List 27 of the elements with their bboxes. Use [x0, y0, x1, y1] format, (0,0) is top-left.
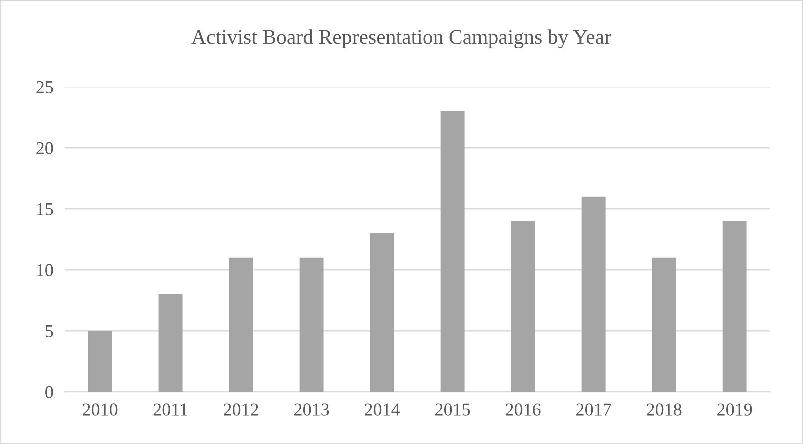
- x-tick-label: 2015: [436, 404, 470, 416]
- x-tick-label: 2016: [506, 404, 541, 416]
- bar: [300, 258, 324, 392]
- bar: [88, 331, 112, 392]
- y-tick-label: 10: [37, 264, 54, 276]
- x-tick-label: 2012: [224, 404, 258, 416]
- x-tick-label: 2019: [718, 404, 752, 416]
- x-tick-label: 2011: [154, 404, 188, 416]
- x-tick-label: 2013: [294, 404, 330, 416]
- y-tick-label: 0: [46, 386, 54, 398]
- bar: [229, 258, 254, 392]
- x-tick-label: 2010: [83, 404, 118, 416]
- bar: [652, 258, 676, 392]
- x-tick-label: 2018: [647, 404, 682, 416]
- y-tick-label: 15: [37, 203, 54, 216]
- bar: [440, 111, 465, 392]
- bar: [582, 196, 606, 392]
- x-tick-label: 2014: [365, 404, 400, 416]
- y-tick-label: 20: [36, 142, 54, 154]
- bar: [511, 221, 536, 392]
- chart-title: Activist Board Representation Campaigns by Year: [192, 30, 612, 49]
- x-tick-label: 2017: [576, 404, 612, 416]
- bar: [722, 221, 747, 392]
- bar: [158, 294, 183, 392]
- bar: [370, 233, 394, 392]
- y-tick-label: 25: [36, 81, 54, 94]
- y-tick-label: 5: [46, 325, 54, 338]
